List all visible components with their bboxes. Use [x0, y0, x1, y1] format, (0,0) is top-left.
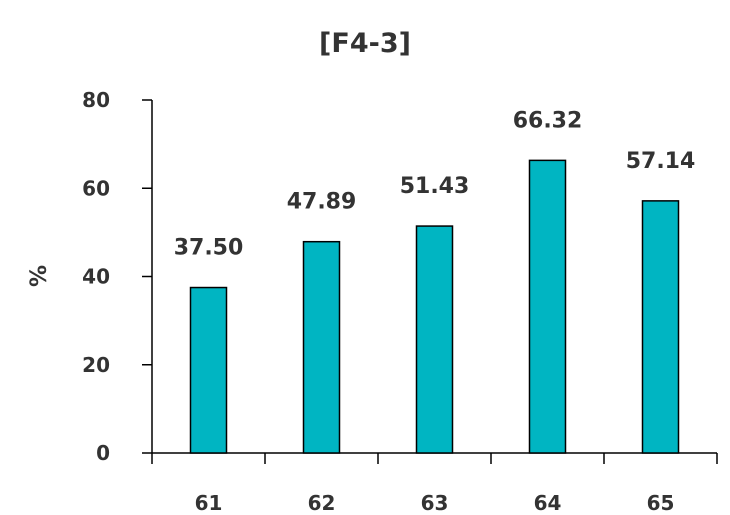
x-tick-label: 65: [647, 491, 675, 515]
chart-title: [F4-3]: [319, 28, 411, 59]
y-axis: 0 20 40 60 80: [82, 88, 153, 465]
x-tick-label: 62: [308, 491, 336, 515]
y-tick-label: 20: [82, 353, 110, 377]
data-label-65: 57.14: [626, 149, 696, 174]
data-label-63: 51.43: [400, 174, 470, 199]
data-label-61: 37.50: [174, 236, 244, 261]
data-label-62: 47.89: [287, 190, 357, 215]
x-axis: 61 62 63 64 65: [151, 452, 718, 515]
y-tick-label: 80: [82, 88, 110, 112]
x-tick-label: 64: [534, 491, 562, 515]
x-tick-label: 61: [195, 491, 223, 515]
x-tick-label: 63: [421, 491, 449, 515]
bar-65: [641, 200, 680, 454]
bar-61: [189, 286, 228, 454]
bar-63: [415, 225, 454, 454]
y-tick-label: 40: [82, 265, 110, 289]
bar-series: [189, 159, 680, 454]
data-label-64: 66.32: [513, 108, 583, 133]
data-labels: 37.50 47.89 51.43 66.32 57.14: [174, 108, 696, 260]
y-axis-label: %: [27, 265, 52, 287]
y-tick-label: 60: [82, 176, 110, 200]
bar-64: [528, 159, 567, 454]
y-tick-label: 0: [96, 441, 110, 465]
bar-62: [302, 240, 341, 454]
